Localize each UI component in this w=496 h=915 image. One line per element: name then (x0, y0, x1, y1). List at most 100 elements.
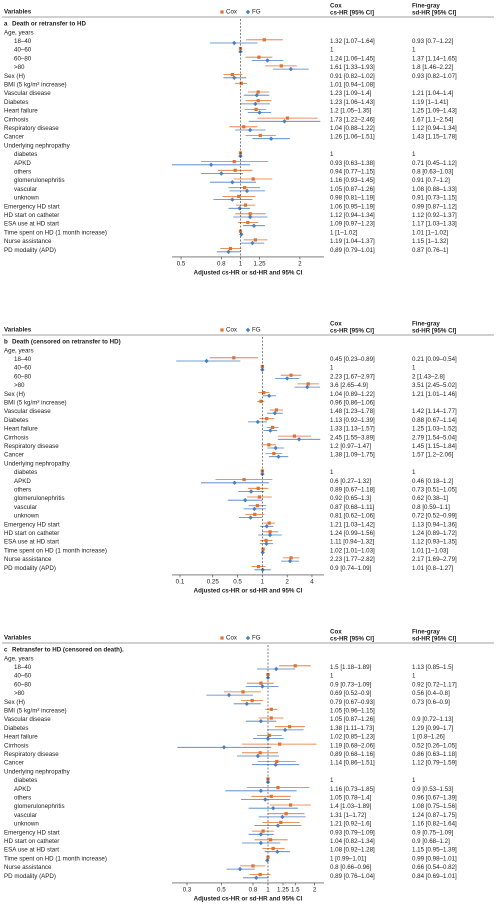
cox-point (259, 399, 263, 403)
column-header: sd-HR [95% CI] (412, 636, 456, 643)
cox-point (272, 451, 276, 456)
estimate-label: 1.21 [1.01–1.46] (412, 391, 457, 398)
row-label: diabetes (14, 151, 37, 158)
estimate-label: 0.93 [0.63–1.38] (330, 160, 375, 167)
row-label: HD start on catheter (4, 838, 59, 845)
cox-point (293, 664, 297, 668)
fg-point (282, 119, 287, 124)
fg-point (266, 393, 272, 398)
estimate-label: 1.05 [0.87–1.26] (330, 186, 375, 193)
estimate-label: 0.94 [0.77–1.15] (330, 169, 375, 176)
x-tick-label: 0.25 (207, 579, 220, 586)
fg-point (208, 162, 214, 167)
panel-letter: c (4, 647, 8, 654)
estimate-label: 1.25 [1.03–1.52] (412, 426, 457, 433)
fg-point (276, 454, 281, 459)
fg-point (251, 223, 257, 228)
x-tick-label: 0.5 (233, 579, 242, 586)
estimate-label: 1 (330, 365, 334, 372)
cox-point (270, 425, 275, 429)
estimate-label: 1.16 [0.73–1.85] (330, 786, 375, 793)
row-label: vascular (14, 504, 37, 511)
estimate-label: 1.15 [0.95–1.39] (412, 847, 457, 854)
cox-point (284, 812, 288, 816)
estimate-label: 1 (412, 469, 416, 476)
legend-label: FG (252, 327, 261, 334)
fg-point (226, 249, 231, 254)
panel-letter: a (4, 21, 8, 28)
estimate-label: 1.05 [0.87–1.26] (330, 716, 375, 723)
estimate-label: 1.19 [0.68–2.06] (330, 742, 375, 749)
x-tick-label: 1.25 (254, 261, 267, 268)
x-tick-label: 0.3 (183, 887, 192, 894)
row-label: Respiratory disease (4, 443, 59, 450)
estimate-label: 1 (412, 777, 416, 784)
estimate-label: 1.73 [1.22–2.46] (330, 116, 375, 123)
column-header: sd-HR [95% CI] (412, 328, 456, 335)
estimate-label: 3.51 [2.45–5.02] (412, 382, 457, 389)
fg-point (265, 736, 271, 741)
estimate-label: 0.91 [0.7–1.2] (412, 177, 450, 184)
estimate-label: 1.45 [1.15–1.84] (412, 443, 457, 450)
row-label: Vascular disease (4, 716, 51, 723)
estimate-label: 0.99 [0.87–1.12] (412, 203, 457, 210)
row-label: 18–40 (14, 356, 32, 363)
row-label: Cirrhosis (4, 116, 28, 123)
row-label: 60–80 (14, 55, 32, 62)
cox-point (265, 417, 269, 421)
estimate-label: 1.04 [0.88–1.22] (330, 125, 375, 132)
fg-point (273, 762, 278, 767)
estimate-label: 0.93 [0.79–1.09] (330, 829, 375, 836)
row-label: PD modality (APD) (4, 873, 56, 880)
row-label: diabetes (14, 777, 37, 784)
cox-point (266, 855, 270, 859)
fg-point (245, 327, 251, 333)
cox-point (292, 434, 297, 438)
cox-point (269, 838, 273, 842)
estimate-label: 1.17 [1.03–1.33] (412, 221, 457, 228)
row-label: Cirrhosis (4, 742, 28, 749)
cox-point (243, 186, 247, 190)
row-label: 40–60 (14, 47, 32, 54)
panel-title: Death or retransfer to HD (12, 21, 86, 28)
estimate-label: 1.61 [1.33–1.93] (330, 64, 375, 71)
fg-point (204, 358, 209, 364)
column-header: cs-HR [95% CI] (330, 10, 374, 17)
row-label: APKD (14, 160, 31, 167)
fg-point (243, 498, 248, 503)
legend-label: Cox (226, 9, 238, 16)
estimate-label: 0.9 [0.73–1.09] (330, 681, 372, 688)
fg-point (267, 532, 273, 538)
estimate-label: 3.6 [2.65–4.9] (330, 382, 368, 389)
fg-point (255, 419, 260, 425)
fg-point (272, 411, 278, 416)
row-label: APKD (14, 786, 31, 793)
cox-point (230, 73, 234, 77)
column-header: Cox (330, 629, 342, 636)
fg-point (257, 110, 262, 115)
estimate-label: 1.19 [1–1.41] (412, 99, 448, 106)
x-tick-label: 2 (313, 887, 317, 894)
estimate-label: 0.6 [0.27–1.32] (330, 478, 372, 485)
fg-point (268, 428, 273, 433)
estimate-label: 1.12 [0.92–1.37] (412, 212, 457, 219)
estimate-label: 1.42 [1.14–1.77] (412, 408, 457, 415)
legend-label: FG (252, 9, 261, 16)
cox-point (257, 55, 261, 59)
cox-point (251, 864, 255, 868)
estimate-label: 0.21 [0.09–0.54] (412, 356, 457, 363)
fg-point (219, 171, 224, 176)
row-label: BMI (5 kg/m² increase) (4, 400, 67, 407)
cox-point (289, 373, 293, 377)
cox-point (254, 107, 258, 111)
cox-point (258, 751, 262, 755)
cox-point (228, 247, 233, 251)
cox-point (262, 38, 266, 42)
estimate-label: 1.02 [0.85–1.23] (330, 734, 375, 741)
estimate-label: 2.79 [1.54–5.04] (412, 434, 457, 441)
estimate-label: 0.91 [0.82–1.02] (330, 73, 375, 80)
estimate-label: 1.06 [0.95–1.19] (330, 203, 375, 210)
fg-point (239, 232, 244, 237)
column-header: Fine-gray (412, 321, 440, 328)
